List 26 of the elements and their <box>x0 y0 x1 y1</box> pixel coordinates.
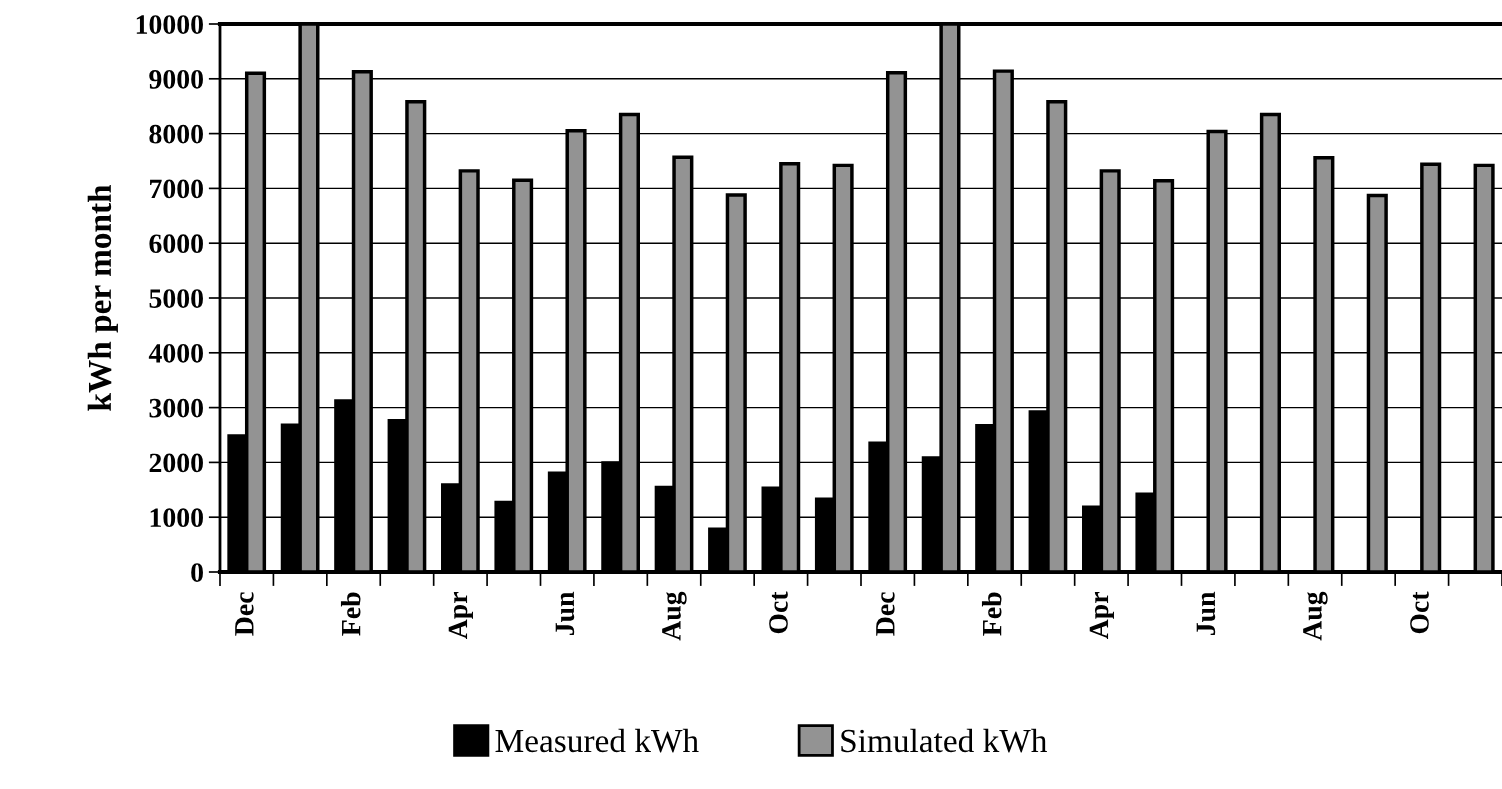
legend-label: Measured kWh <box>495 728 699 753</box>
x-tick-label: Feb <box>340 592 361 636</box>
y-tick-label: 8000 <box>149 124 203 144</box>
x-tick-label: Jun <box>555 591 575 635</box>
x-tick-label: Oct <box>769 591 788 634</box>
x-tick-label: Oct <box>1410 591 1429 634</box>
x-tick-label: Dec <box>235 592 254 636</box>
x-tick-label: Dec <box>876 592 895 636</box>
y-tick-label: 5000 <box>149 289 203 308</box>
y-tick-label: 3000 <box>149 398 203 418</box>
x-tick-label: Apr <box>448 592 473 640</box>
x-tick-label: Feb <box>981 592 1002 636</box>
y-tick-label: 9000 <box>149 69 203 89</box>
y-tick-label: 1000 <box>150 508 203 528</box>
x-tick-label: Aug <box>662 591 687 641</box>
x-tick-label: Jun <box>1196 591 1216 635</box>
legend-label: Simulated kWh <box>841 728 1047 753</box>
y-tick-label: 4000 <box>148 343 203 363</box>
x-tick-label: Aug <box>1303 591 1328 641</box>
y-axis-title: kWh per month <box>87 184 118 411</box>
y-tick-label: 6000 <box>149 234 203 254</box>
y-tick-label: 2000 <box>149 453 203 473</box>
y-tick-label: 0 <box>191 563 203 582</box>
y-tick-label: 7000 <box>150 179 203 199</box>
y-tick-label: 10000 <box>136 15 203 34</box>
x-tick-label: Apr <box>1089 592 1114 640</box>
